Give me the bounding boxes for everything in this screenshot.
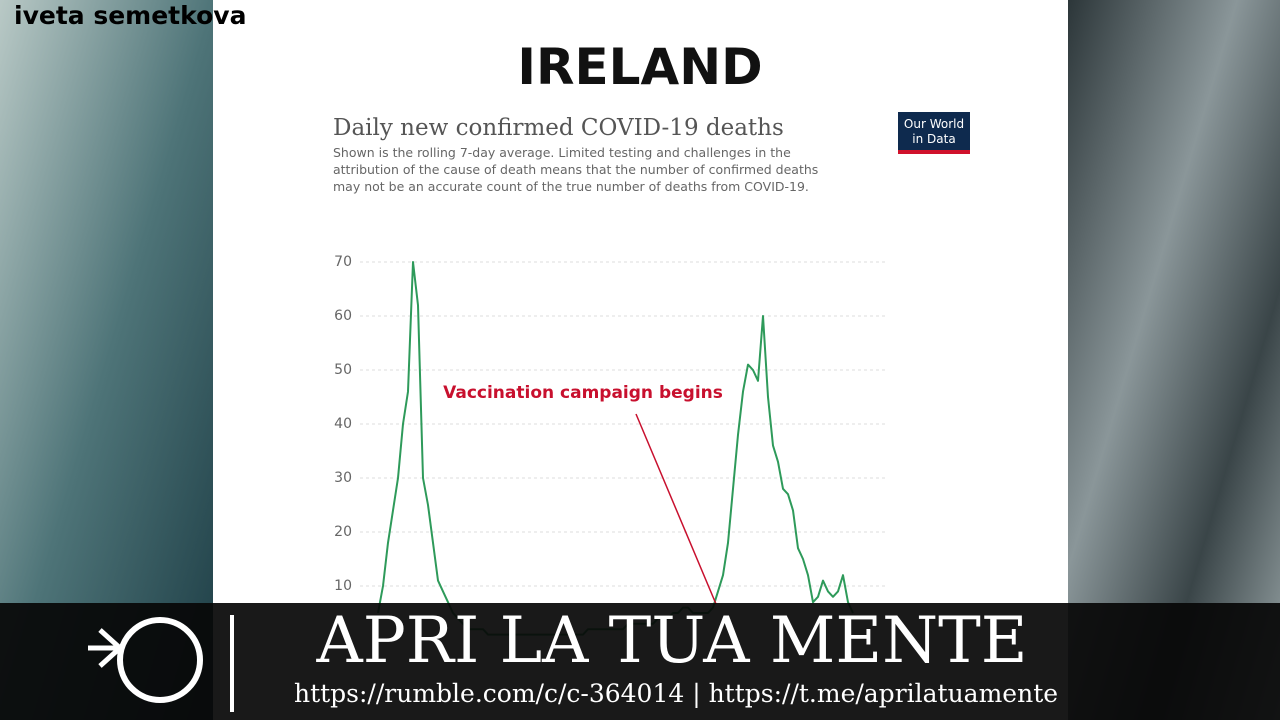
y-tick-label: 70	[334, 254, 352, 270]
banner-title: APRI LA TUA MENTE	[315, 604, 1027, 678]
logo-text: Our World	[904, 117, 964, 131]
logo-text: in Data	[912, 132, 955, 146]
chart-subtitle: may not be an accurate count of the true…	[333, 179, 809, 194]
y-tick-label: 20	[334, 524, 352, 540]
chart-subtitle: attribution of the cause of death means …	[333, 162, 818, 177]
banner-links[interactable]: https://rumble.com/c/c-364014 | https://…	[294, 679, 1058, 709]
annotation-arrow	[635, 413, 717, 605]
y-tick-label: 40	[334, 416, 352, 432]
background-left	[0, 0, 215, 720]
banner-icon	[117, 617, 203, 703]
y-tick-label: 50	[334, 362, 352, 378]
chart-subtitle: Shown is the rolling 7-day average. Limi…	[333, 145, 791, 160]
logo	[898, 112, 970, 154]
chart-title: Daily new confirmed COVID-19 deaths	[333, 115, 784, 141]
heading: IRELAND	[517, 38, 762, 96]
y-tick-label: 60	[334, 308, 352, 324]
background-right	[1066, 0, 1280, 720]
y-tick-label: 30	[334, 470, 352, 486]
banner	[0, 603, 1280, 720]
watermark: iveta semetkova	[14, 1, 246, 30]
y-tick-label: 10	[334, 578, 352, 594]
logo-stripe	[898, 150, 970, 154]
annotation: Vaccination campaign begins	[443, 383, 723, 403]
banner-icon-star	[88, 628, 122, 668]
